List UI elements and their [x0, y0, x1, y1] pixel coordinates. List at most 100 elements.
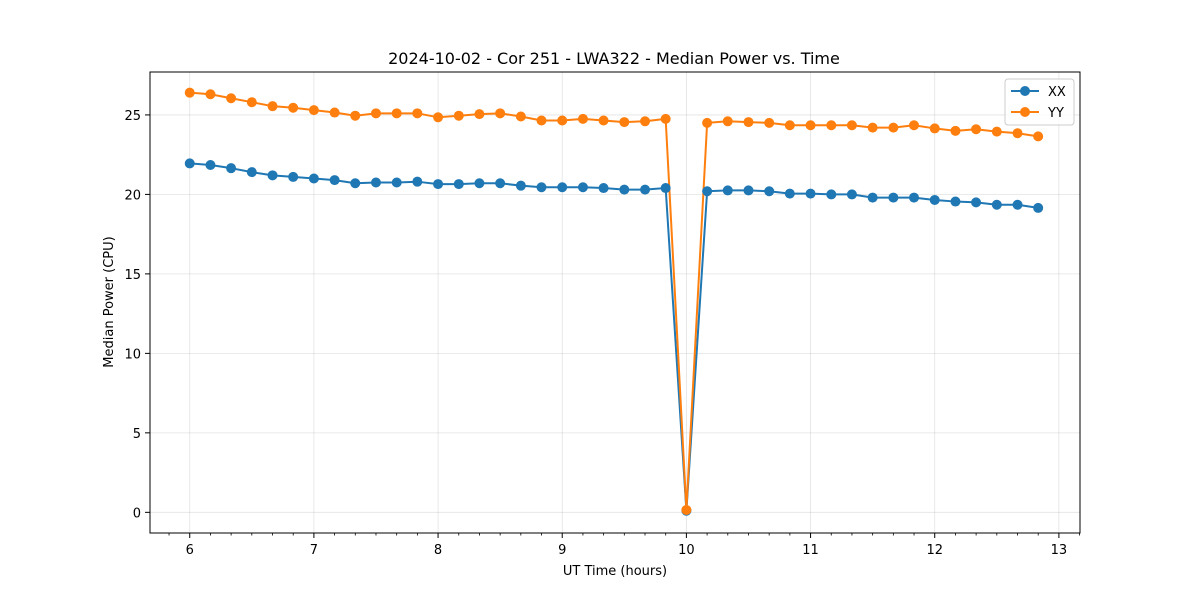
data-point-yy: [743, 117, 754, 128]
data-point-yy: [412, 108, 423, 119]
series-points: [184, 87, 1044, 516]
data-point-xx: [536, 182, 547, 193]
data-point-yy: [226, 93, 237, 104]
data-point-yy: [971, 124, 982, 135]
data-point-yy: [329, 107, 340, 118]
data-point-yy: [784, 120, 795, 131]
data-point-xx: [391, 177, 402, 188]
data-point-xx: [743, 185, 754, 196]
data-point-xx: [453, 179, 464, 190]
legend-marker-xx: [1020, 86, 1030, 96]
data-point-xx: [598, 183, 609, 194]
grid-layer: [150, 72, 1080, 533]
data-point-yy: [205, 89, 216, 100]
data-point-yy: [515, 111, 526, 122]
data-point-xx: [805, 188, 816, 199]
data-point-xx: [433, 179, 444, 190]
data-point-xx: [246, 167, 257, 178]
data-point-yy: [495, 108, 506, 119]
data-point-xx: [619, 184, 630, 195]
data-point-xx: [474, 178, 485, 189]
y-tick-label: 5: [133, 427, 141, 442]
data-point-xx: [846, 189, 857, 200]
data-point-xx: [495, 178, 506, 189]
data-point-yy: [1012, 128, 1023, 139]
data-point-xx: [640, 184, 651, 195]
data-point-xx: [764, 186, 775, 197]
x-tick-label: 12: [926, 543, 943, 558]
data-point-xx: [784, 188, 795, 199]
data-point-xx: [660, 183, 671, 194]
data-point-yy: [619, 117, 630, 128]
legend-marker-yy: [1020, 107, 1030, 117]
data-point-xx: [929, 194, 940, 205]
data-point-yy: [246, 97, 257, 108]
y-axis-label: Median Power (CPU): [102, 236, 117, 367]
data-point-yy: [950, 125, 961, 136]
chart-title: 2024-10-02 - Cor 251 - LWA322 - Median P…: [388, 49, 840, 68]
data-point-yy: [536, 115, 547, 126]
data-point-yy: [702, 117, 713, 128]
data-point-yy: [660, 113, 671, 124]
data-point-xx: [288, 171, 299, 182]
data-point-yy: [350, 110, 361, 121]
data-point-yy: [308, 105, 319, 116]
y-tick-label: 20: [124, 188, 141, 203]
data-point-xx: [826, 189, 837, 200]
data-point-xx: [329, 175, 340, 186]
data-point-yy: [391, 108, 402, 119]
data-point-xx: [557, 182, 568, 193]
data-point-yy: [991, 126, 1002, 137]
data-point-xx: [184, 158, 195, 169]
data-point-xx: [888, 192, 899, 203]
data-point-yy: [764, 117, 775, 128]
data-point-xx: [991, 199, 1002, 210]
data-point-yy: [433, 112, 444, 123]
data-point-xx: [226, 163, 237, 174]
data-point-yy: [888, 122, 899, 133]
data-point-yy: [681, 504, 692, 515]
data-point-yy: [577, 113, 588, 124]
data-point-xx: [950, 196, 961, 207]
legend-label-xx: XX: [1048, 85, 1066, 100]
data-point-xx: [577, 182, 588, 193]
data-point-xx: [702, 186, 713, 197]
data-point-yy: [184, 87, 195, 98]
data-point-xx: [205, 159, 216, 170]
data-point-xx: [867, 192, 878, 203]
data-point-xx: [722, 185, 733, 196]
x-axis-label: UT Time (hours): [563, 564, 667, 579]
data-point-xx: [350, 178, 361, 189]
data-point-yy: [598, 115, 609, 126]
x-tick-label: 7: [310, 543, 318, 558]
data-point-yy: [846, 120, 857, 131]
x-tick-label: 10: [678, 543, 695, 558]
x-tick-label: 11: [802, 543, 819, 558]
data-point-xx: [412, 176, 423, 187]
data-point-yy: [929, 123, 940, 134]
axis-ticks: 6 7 8 9 10 11 12 13 0 5 10 15 20 25: [124, 109, 1080, 558]
data-point-yy: [370, 108, 381, 119]
data-point-yy: [267, 101, 278, 112]
data-point-yy: [474, 109, 485, 120]
x-tick-label: 8: [434, 543, 442, 558]
data-point-xx: [308, 173, 319, 184]
data-point-yy: [1033, 131, 1044, 142]
data-point-xx: [908, 192, 919, 203]
data-point-yy: [867, 122, 878, 133]
data-point-xx: [267, 170, 278, 181]
plot-frame: [149, 71, 1081, 534]
data-point-xx: [370, 177, 381, 188]
x-tick-label: 6: [186, 543, 194, 558]
data-point-yy: [640, 116, 651, 127]
data-point-xx: [971, 197, 982, 208]
legend: XX YY: [1004, 78, 1075, 126]
y-tick-label: 0: [133, 506, 141, 521]
data-point-yy: [288, 102, 299, 113]
data-point-xx: [515, 180, 526, 191]
data-point-yy: [805, 120, 816, 131]
x-tick-label: 13: [1051, 543, 1068, 558]
y-tick-label: 15: [124, 268, 141, 283]
